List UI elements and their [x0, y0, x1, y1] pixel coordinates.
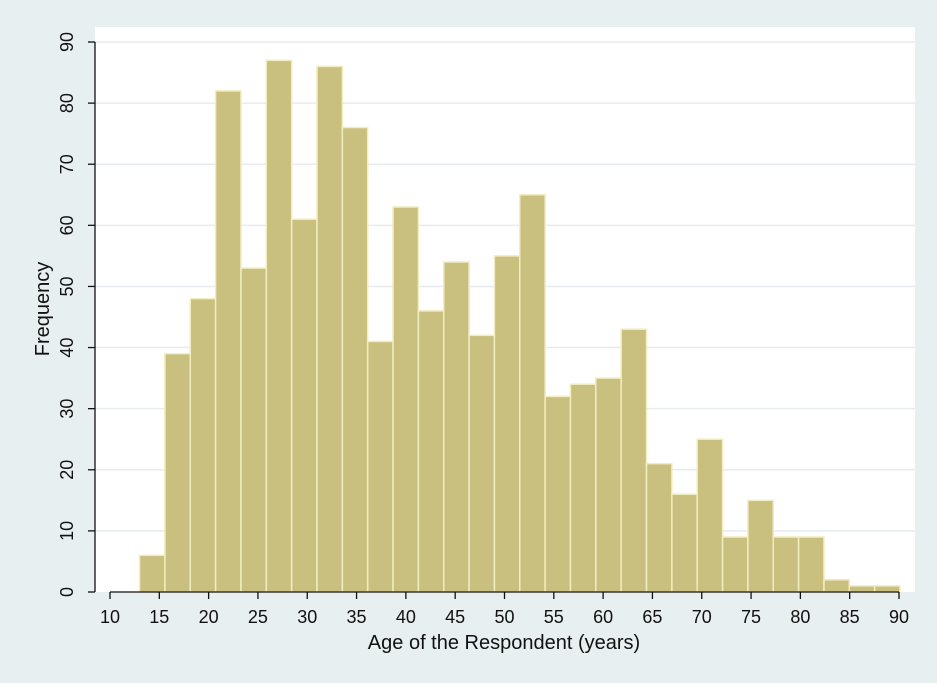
histogram-bar — [569, 383, 597, 593]
histogram-bar — [468, 334, 496, 593]
histogram-bar — [442, 261, 470, 593]
histogram-bar — [823, 579, 851, 593]
x-tick-label: 90 — [889, 607, 909, 627]
histogram-bar — [747, 499, 775, 593]
y-tick-label: 90 — [57, 32, 77, 52]
histogram-bar — [392, 206, 420, 593]
histogram-bar — [873, 585, 901, 593]
histogram-bar — [214, 90, 242, 593]
bars — [138, 59, 901, 593]
histogram-bar — [671, 493, 698, 593]
histogram-bar — [797, 536, 825, 593]
x-tick-label: 35 — [347, 607, 367, 627]
histogram-bar — [772, 536, 800, 593]
x-tick-label: 70 — [692, 607, 712, 627]
y-tick-label: 40 — [57, 338, 77, 358]
x-tick-label: 85 — [840, 607, 860, 627]
x-tick-label: 30 — [297, 607, 317, 627]
histogram-bar — [316, 65, 344, 593]
histogram-bar — [595, 377, 622, 593]
histogram-bar — [138, 554, 166, 593]
y-tick-label: 60 — [57, 215, 77, 235]
x-tick-label: 45 — [445, 607, 465, 627]
histogram-bar — [290, 218, 318, 593]
histogram-bar — [417, 310, 445, 593]
y-ticks: 0 10 20 30 40 50 60 70 80 90 — [57, 32, 95, 597]
histogram-bar — [265, 59, 293, 593]
histogram-bar — [848, 585, 876, 593]
x-tick-label: 75 — [741, 607, 761, 627]
x-tick-label: 40 — [396, 607, 416, 627]
histogram-bar — [341, 126, 369, 593]
histogram-bar — [493, 255, 521, 593]
histogram-bar — [645, 462, 673, 593]
y-axis-title: Frequency — [32, 262, 54, 357]
x-tick-label: 65 — [642, 607, 662, 627]
histogram-bar — [544, 395, 572, 593]
y-tick-label: 50 — [57, 276, 77, 296]
x-tick-label: 15 — [149, 607, 169, 627]
histogram-bar — [189, 297, 217, 593]
x-tick-label: 50 — [494, 607, 514, 627]
x-tick-label: 25 — [248, 607, 268, 627]
x-axis-title: Age of the Respondent (years) — [368, 632, 640, 654]
x-tick-label: 10 — [100, 607, 120, 627]
histogram-bar — [620, 328, 648, 593]
x-tick-label: 55 — [544, 607, 564, 627]
y-tick-label: 20 — [57, 460, 77, 480]
y-tick-label: 0 — [57, 587, 77, 597]
histogram-bar — [366, 340, 394, 593]
x-tick-label: 80 — [790, 607, 810, 627]
y-tick-label: 80 — [57, 93, 77, 113]
x-tick-label: 20 — [199, 607, 219, 627]
histogram-bar — [164, 352, 192, 593]
histogram-bar — [696, 438, 724, 593]
histogram-bar — [519, 194, 546, 593]
y-tick-label: 70 — [57, 154, 77, 174]
y-tick-label: 10 — [57, 521, 77, 541]
histogram-bar — [721, 536, 749, 593]
x-tick-label: 60 — [593, 607, 613, 627]
y-tick-label: 30 — [57, 399, 77, 419]
histogram-bar — [240, 267, 268, 593]
x-ticks: 10 15 20 25 30 35 40 45 50 55 60 65 70 75 80 85 90 — [100, 592, 909, 627]
